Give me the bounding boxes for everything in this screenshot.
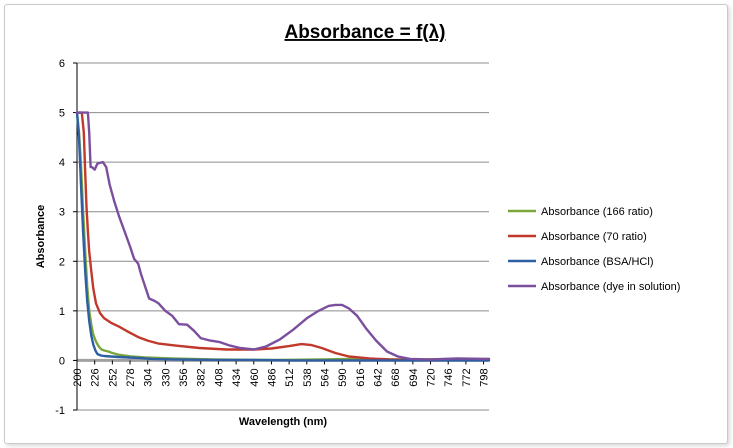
tick-label-y: 4 — [59, 157, 65, 169]
series-line-3 — [75, 111, 491, 362]
tick-label-x: 408 — [213, 368, 225, 386]
legend: Absorbance (166 ratio) Absorbance (70 rat… — [508, 206, 680, 293]
tick-label-x: 460 — [249, 368, 261, 386]
y-axis-label: Absorbance — [35, 205, 47, 269]
tick-label-x: 538 — [302, 368, 314, 386]
legend-entry-1: Absorbance (166 ratio) — [541, 206, 653, 218]
tick-label-y: 3 — [59, 207, 65, 219]
tick-label-x: 616 — [355, 368, 367, 386]
tick-label-x: 252 — [107, 368, 119, 386]
series-line-1 — [75, 111, 491, 362]
tick-label-x: 590 — [337, 368, 349, 386]
tick-label-x: 200 — [72, 368, 84, 386]
tick-label-x: 356 — [178, 368, 190, 386]
x-axis-ticks: 200 226 252 278 304 330 356 382 408 434 460 486 512 5… — [72, 358, 491, 387]
chart-frame — [4, 4, 728, 444]
x-axis-label: Wavelength (nm) — [239, 416, 328, 428]
tick-label-y: 1 — [59, 306, 65, 318]
y-axis-ticks: -1 0 1 2 3 4 5 6 — [55, 58, 77, 417]
legend-entry-4: Absorbance (dye in solution) — [541, 281, 680, 293]
tick-label-x: 746 — [443, 368, 455, 386]
tick-label-x: 226 — [90, 368, 102, 386]
tick-label-x: 772 — [461, 368, 473, 386]
tick-label-x: 512 — [284, 368, 296, 386]
tick-label-x: 798 — [479, 368, 491, 386]
plot-area — [75, 111, 491, 362]
tick-label-x: 694 — [408, 368, 420, 386]
legend-entry-3: Absorbance (BSA/HCl) — [541, 256, 654, 268]
tick-label-x: 668 — [390, 368, 402, 386]
tick-label-y: -1 — [55, 405, 65, 417]
tick-label-x: 486 — [266, 368, 278, 386]
series-line-2 — [75, 111, 491, 362]
tick-label-x: 278 — [125, 368, 137, 386]
series-line-4 — [75, 111, 491, 361]
tick-label-y: 2 — [59, 256, 65, 268]
tick-label-y: 5 — [59, 108, 65, 120]
tick-label-x: 304 — [143, 368, 155, 386]
tick-label-x: 382 — [196, 368, 208, 386]
tick-label-x: 564 — [319, 368, 331, 386]
tick-label-y: 0 — [59, 355, 65, 367]
tick-label-y: 6 — [59, 58, 65, 70]
tick-label-x: 642 — [373, 368, 385, 386]
legend-entry-2: Absorbance (70 ratio) — [541, 231, 647, 243]
tick-label-x: 330 — [160, 368, 172, 386]
tick-label-x: 720 — [426, 368, 438, 386]
chart-title: Absorbance = f(λ) — [284, 22, 445, 43]
tick-label-x: 434 — [231, 368, 243, 386]
